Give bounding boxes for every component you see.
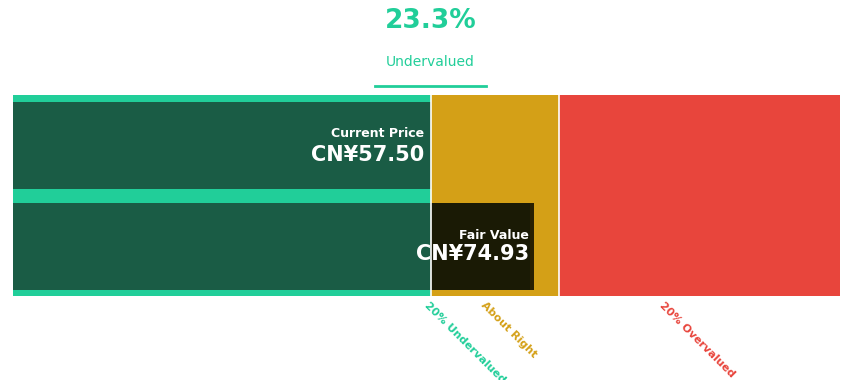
Bar <box>558 95 839 296</box>
Text: CN¥57.50: CN¥57.50 <box>310 145 423 165</box>
Bar <box>13 203 529 290</box>
Text: Current Price: Current Price <box>331 127 423 141</box>
Text: Undervalued: Undervalued <box>386 55 475 69</box>
Text: 23.3%: 23.3% <box>384 8 476 33</box>
Text: CN¥74.93: CN¥74.93 <box>416 244 528 264</box>
Bar <box>13 102 430 189</box>
Bar <box>13 95 430 296</box>
Text: 20% Undervalued: 20% Undervalued <box>422 300 506 380</box>
Text: Fair Value: Fair Value <box>458 229 528 242</box>
Text: 20% Overvalued: 20% Overvalued <box>657 300 735 379</box>
Text: About Right: About Right <box>479 300 538 360</box>
Bar <box>430 203 533 290</box>
Bar <box>430 95 558 296</box>
